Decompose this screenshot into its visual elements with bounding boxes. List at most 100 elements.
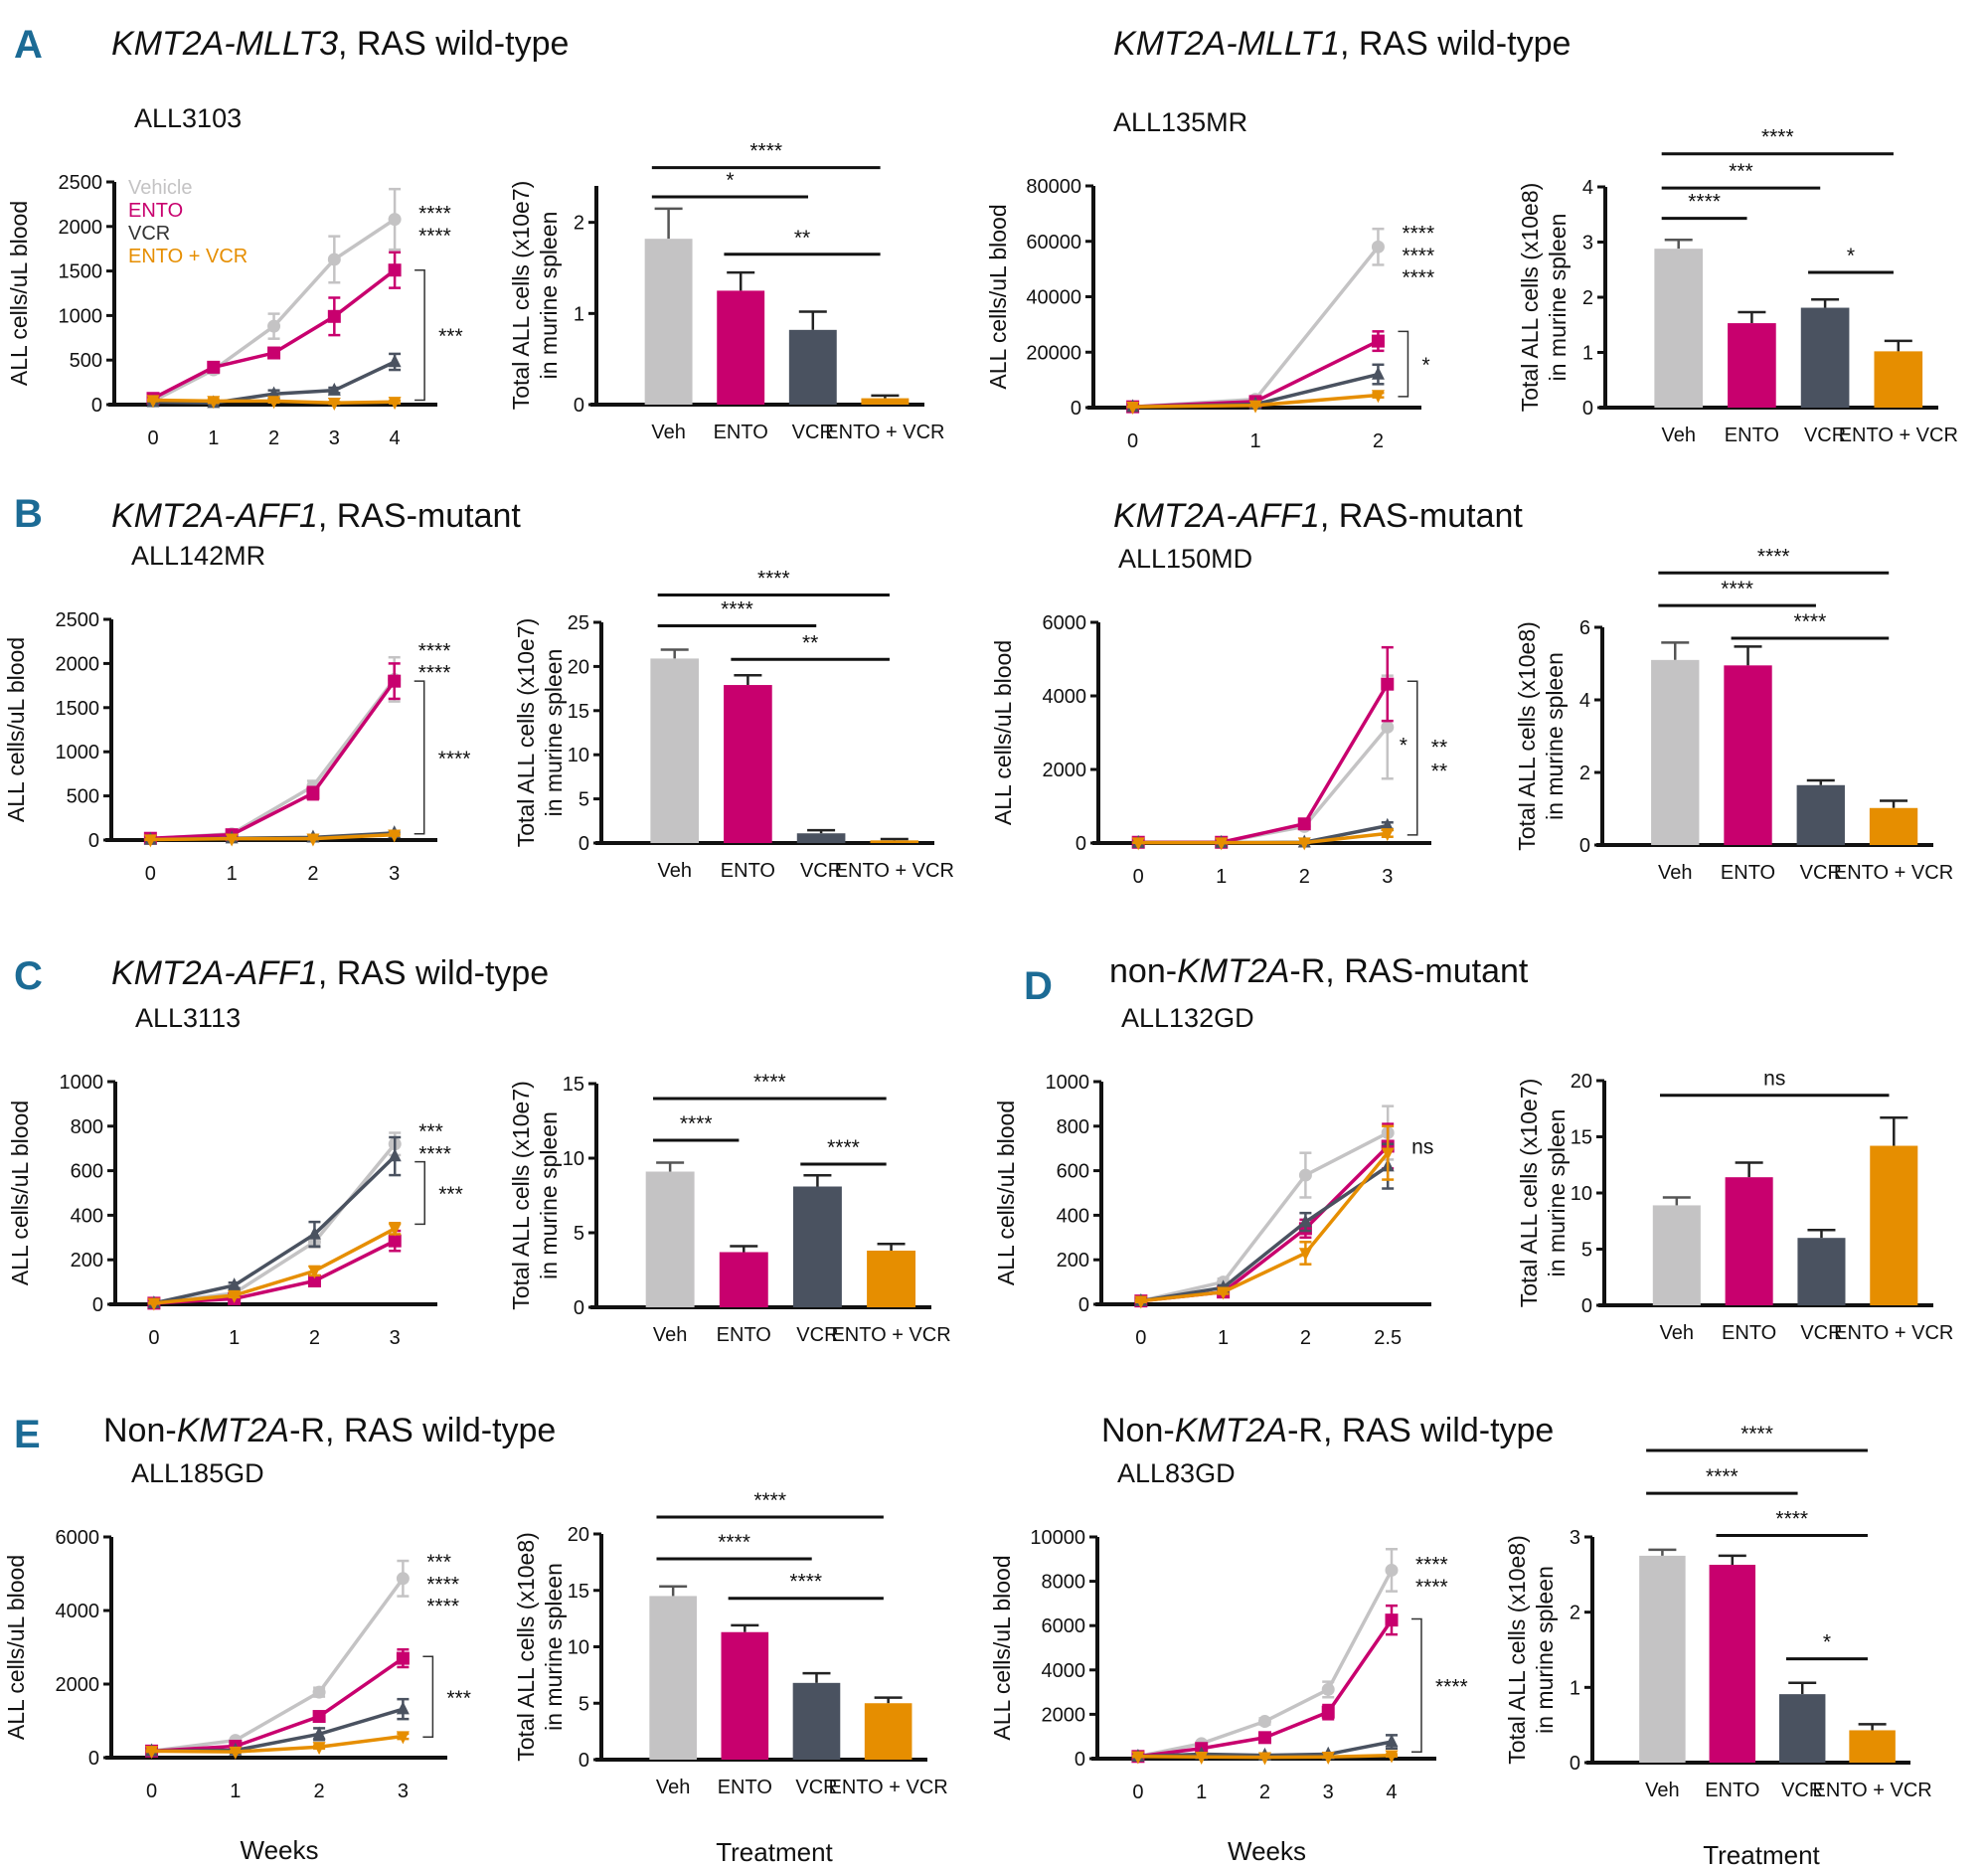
bracket-label: *** <box>446 1687 471 1710</box>
series-ento <box>1131 645 1395 849</box>
x-tick-label: 0 <box>1127 430 1138 452</box>
marker-square <box>306 786 320 800</box>
row-header: KMT2A-AFF1, RAS-mutant <box>1113 497 1523 535</box>
significance-label: **** <box>426 1596 459 1618</box>
bar-chart-15: 0 1 2 3 Total ALL cells (x10e8)in murine spl… <box>1504 1423 1932 1867</box>
category-label: Veh <box>653 1324 687 1346</box>
y-tick-label: 15 <box>563 1074 584 1096</box>
y-tick-label: 10 <box>568 745 589 766</box>
bar-ento-vcr <box>1874 351 1923 408</box>
bar-veh <box>644 239 693 405</box>
series-line <box>153 1227 397 1305</box>
marker-square <box>1371 334 1385 348</box>
marker-square <box>388 1234 402 1248</box>
marker-square <box>267 346 281 360</box>
legend-item: ENTO + VCR <box>128 246 248 267</box>
significance-label: * <box>726 169 734 192</box>
bar-veh <box>650 658 700 843</box>
x-tick-label: 2 <box>1259 1782 1270 1803</box>
y-tick-label: 200 <box>71 1250 103 1272</box>
x-tick-label: 3 <box>1382 866 1393 888</box>
x-tick-label: 4 <box>1386 1782 1397 1803</box>
bar-veh <box>1654 249 1704 408</box>
y-tick-label: 60000 <box>1026 232 1081 254</box>
y-axis-label-line: Total ALL cells (x10e8) <box>1517 183 1543 413</box>
row-header: C KMT2A-AFF1, RAS wild-type <box>14 954 549 998</box>
significance-label: **** <box>418 662 451 685</box>
bar-chart-1: 0 1 2 Total ALL cells (x10e7)in murine sple… <box>508 140 945 443</box>
series-vehicle <box>1131 674 1395 849</box>
marker-triangle-down <box>228 1289 242 1303</box>
x-tick-label: 2 <box>307 863 318 885</box>
y-tick-label: 1000 <box>1046 1072 1090 1094</box>
row-title-part: Non- <box>103 1412 177 1449</box>
bar-vcr <box>792 1186 842 1307</box>
bar-vcr <box>1800 307 1850 408</box>
marker-triangle <box>307 1226 321 1240</box>
marker-triangle-down <box>1134 1295 1148 1309</box>
y-axis-label-line: ALL cells/uL blood <box>7 1101 33 1285</box>
y-tick-label: 1000 <box>59 305 103 327</box>
marker-triangle-down <box>147 1297 161 1311</box>
x-tick-label: 2 <box>1299 866 1310 888</box>
y-tick-label: 2000 <box>59 217 103 239</box>
chart-title: ALL132GD <box>1121 1003 1254 1033</box>
x-tick-label: 3 <box>389 863 400 885</box>
y-axis-label: Total ALL cells (x10e8)in murine spleen <box>1514 621 1568 851</box>
significance-bracket <box>422 1655 434 1739</box>
y-tick-label: 0 <box>1071 398 1081 420</box>
legend-item: Vehicle <box>128 177 193 199</box>
y-tick-label: 2500 <box>56 609 100 631</box>
marker-triangle <box>1371 366 1385 380</box>
y-tick-label: 1000 <box>56 742 100 764</box>
marker-circle <box>1371 240 1385 254</box>
marker-square <box>388 674 402 688</box>
y-axis-label: Total ALL cells (x10e7)in murine spleen <box>513 618 567 848</box>
x-tick-label: 2 <box>268 427 279 449</box>
y-axis-label-line: ALL cells/uL blood <box>985 204 1011 389</box>
category-label: Veh <box>1658 862 1692 884</box>
y-axis-label-line: in murine spleen <box>1542 652 1568 820</box>
x-tick-label: 3 <box>329 427 340 449</box>
series-line <box>153 1142 397 1305</box>
legend-item: VCR <box>128 223 170 245</box>
y-tick-label: 10000 <box>1030 1527 1085 1549</box>
x-axis-title: Treatment <box>716 1837 833 1867</box>
significance-label: ns <box>1763 1068 1785 1091</box>
bracket-label: *** <box>438 1183 463 1206</box>
row-title-part: -R, RAS wild-type <box>1287 1412 1554 1449</box>
y-tick-label: 2500 <box>59 172 103 194</box>
row-title-part: KMT2A <box>1177 952 1289 990</box>
category-label: VCR <box>1800 862 1842 884</box>
row-title-part: , RAS wild-type <box>338 25 569 63</box>
row-title-part: -R, RAS wild-type <box>289 1412 556 1449</box>
category-label: ENTO <box>1722 1322 1776 1344</box>
line-chart-4: ALL142MR 0 500 1000 1500 2000 2500 ALL cells/uL… <box>3 541 470 885</box>
y-tick-label: 10 <box>1571 1183 1592 1205</box>
series-ento-vcr <box>146 395 402 412</box>
y-axis-label-line: in murine spleen <box>536 212 562 380</box>
y-tick-label: 1500 <box>56 698 100 720</box>
marker-triangle <box>388 1148 402 1162</box>
y-tick-label: 1500 <box>59 261 103 283</box>
x-tick-label: 1 <box>230 1781 241 1802</box>
x-axis-title: Weeks <box>1228 1836 1306 1866</box>
series-ento-vcr <box>1134 1124 1395 1309</box>
marker-triangle-down <box>1257 1752 1271 1766</box>
y-tick-label: 0 <box>574 1297 584 1319</box>
y-tick-label: 6000 <box>1043 612 1087 634</box>
line-chart-0: ALL3103 0 500 1000 1500 2000 2500 ALL cells/uL … <box>6 103 463 449</box>
row-title: KMT2A-AFF1, RAS-mutant <box>111 497 521 535</box>
y-axis-label-line: in murine spleen <box>541 649 567 817</box>
series-line <box>150 680 397 840</box>
marker-triangle-down <box>388 1223 402 1237</box>
category-label: ENTO + VCR <box>1834 862 1953 884</box>
row-title-part: , RAS-mutant <box>1320 497 1524 535</box>
series-ento <box>143 662 402 845</box>
significance-label: **** <box>1761 126 1794 149</box>
marker-circle <box>267 319 281 333</box>
significance-label: **** <box>1721 578 1753 600</box>
y-axis-label: Total ALL cells (x10e8)in murine spleen <box>1517 183 1571 413</box>
y-tick-label: 4 <box>1582 177 1593 199</box>
